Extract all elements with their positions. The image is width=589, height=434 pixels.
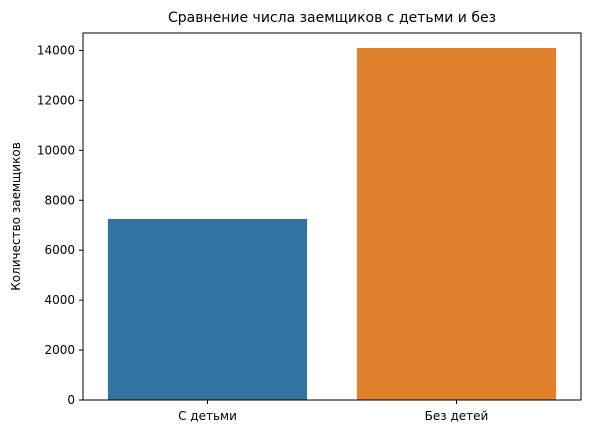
y-tick-label: 10000 [37,143,75,157]
y-tick-label: 12000 [37,93,75,107]
x-tick-label: С детьми [178,409,237,423]
y-axis-label: Количество заемщиков [9,142,23,291]
y-tick-label: 2000 [44,343,75,357]
bars-group [107,47,557,401]
chart-title: Сравнение числа заемщиков с детьми и без [168,10,496,26]
plot-frame [82,32,582,401]
x-axis-ticks: С детьми Без детей [178,400,488,423]
y-tick-label: 14000 [37,43,75,57]
bar-0 [107,218,308,400]
y-tick-label: 8000 [44,193,75,207]
y-axis-ticks: 0 2000 4000 6000 8000 10000 12000 14000 [37,43,83,407]
y-tick-label: 0 [67,393,75,407]
x-tick-label: Без детей [425,409,489,423]
y-tick-label: 6000 [44,243,75,257]
bar-1 [356,47,557,401]
y-tick-label: 4000 [44,293,75,307]
